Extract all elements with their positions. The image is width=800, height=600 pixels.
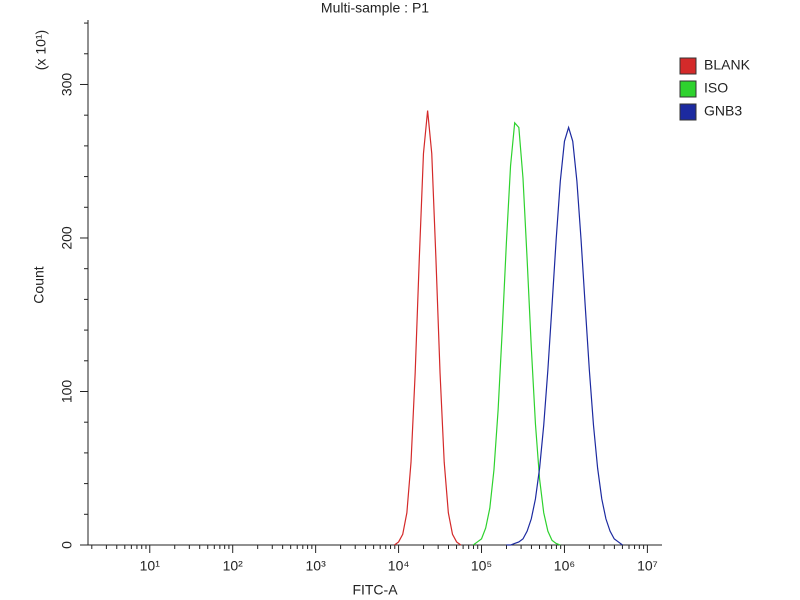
y-axis-label: Count xyxy=(31,266,47,303)
legend-swatch xyxy=(679,57,697,75)
legend-label: BLANK xyxy=(704,57,751,73)
legend-label: ISO xyxy=(704,80,728,96)
x-tick-label: 10⁶ xyxy=(554,558,575,574)
x-tick-label: 10³ xyxy=(306,558,327,574)
series-line xyxy=(394,110,462,546)
y-tick-label: 100 xyxy=(59,380,75,404)
y-tick-label: 300 xyxy=(59,73,75,97)
y-tick-label: 0 xyxy=(59,541,75,549)
x-tick-label: 10⁴ xyxy=(388,558,410,574)
x-axis-label: FITC-A xyxy=(352,582,398,598)
y-units-label: (x 10¹) xyxy=(33,30,49,70)
legend-swatch xyxy=(679,80,697,98)
legend-swatch xyxy=(679,103,697,121)
series-line xyxy=(506,125,623,546)
series-line xyxy=(472,121,561,546)
legend-label: GNB3 xyxy=(704,103,742,119)
x-tick-label: 10² xyxy=(223,558,244,574)
x-tick-label: 10⁷ xyxy=(637,558,658,574)
x-tick-label: 10⁵ xyxy=(471,558,492,574)
chart-title: Multi-sample : P1 xyxy=(321,0,429,16)
y-tick-label: 200 xyxy=(59,226,75,250)
x-tick-label: 10¹ xyxy=(140,558,161,574)
